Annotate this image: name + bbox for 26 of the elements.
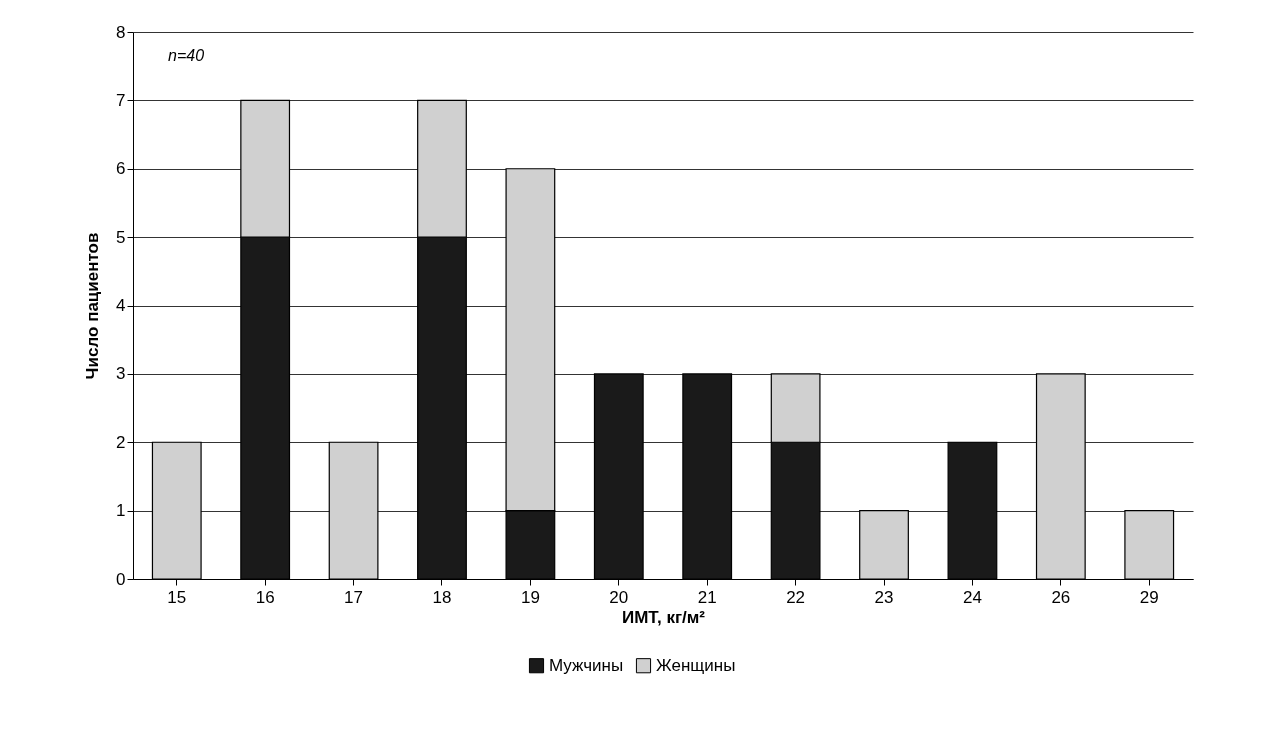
y-axis-title: Число пациентов bbox=[83, 232, 103, 380]
x-tick-label: 20 bbox=[609, 587, 629, 607]
y-tick-label: 7 bbox=[116, 90, 126, 110]
y-tick-label: 3 bbox=[116, 364, 126, 384]
annotation: n=40 bbox=[168, 47, 205, 64]
x-tick-label: 29 bbox=[1139, 587, 1159, 607]
y-tick-label: 6 bbox=[116, 159, 126, 179]
x-tick-label: 16 bbox=[255, 587, 275, 607]
y-tick-label: 4 bbox=[116, 296, 126, 315]
y-tick-label: 8 bbox=[116, 22, 126, 42]
y-tick-label: 0 bbox=[116, 569, 126, 589]
y-tick-label: 5 bbox=[116, 227, 126, 247]
x-tick-label: 26 bbox=[1051, 587, 1071, 607]
x-axis-title: ИМТ, кг/м² bbox=[621, 607, 706, 627]
y-tick-label: 2 bbox=[116, 432, 126, 452]
y-tick-label: 1 bbox=[116, 501, 126, 521]
x-tick-label: 15 bbox=[167, 587, 187, 607]
legend-label: Мужчины bbox=[549, 655, 624, 675]
x-tick-label: 22 bbox=[786, 587, 806, 607]
x-tick-label: 19 bbox=[520, 587, 540, 607]
x-tick-label: 18 bbox=[432, 587, 452, 607]
x-tick-label: 21 bbox=[697, 587, 717, 607]
legend-label: Женщины bbox=[656, 655, 736, 675]
x-tick-label: 23 bbox=[874, 587, 894, 607]
x-tick-label: 24 bbox=[962, 587, 982, 607]
x-tick-label: 17 bbox=[344, 587, 364, 607]
